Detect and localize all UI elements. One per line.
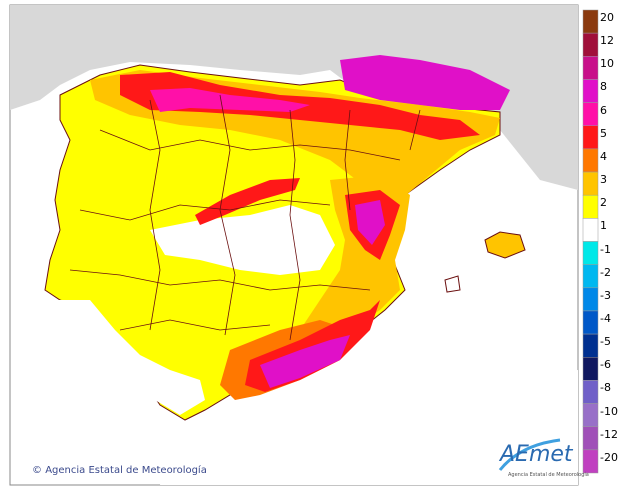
copyright-credit: © Agencia Estatal de Meteorología bbox=[32, 465, 207, 476]
legend-swatch bbox=[582, 194, 599, 219]
legend-swatch bbox=[582, 449, 599, 474]
zone-magenta-north bbox=[150, 88, 310, 112]
legend-label: -20 bbox=[600, 450, 618, 464]
france-land bbox=[10, 5, 578, 190]
legend-swatch bbox=[582, 357, 599, 381]
legend-swatch bbox=[582, 125, 599, 150]
africa-land bbox=[160, 370, 578, 485]
zone-magenta-south bbox=[260, 335, 350, 388]
aemet-logo bbox=[498, 438, 561, 471]
legend-swatch bbox=[582, 171, 599, 196]
legend-label: -2 bbox=[600, 265, 611, 279]
logo-swoosh bbox=[498, 438, 561, 471]
legend-swatch bbox=[582, 287, 599, 312]
zone-white-center bbox=[150, 205, 335, 275]
legend-swatch bbox=[582, 148, 599, 173]
legend-swatch bbox=[582, 102, 599, 126]
legend-swatch bbox=[582, 32, 599, 57]
legend-label: 10 bbox=[600, 57, 614, 71]
legend-color-scale bbox=[582, 9, 599, 474]
balearic-islands bbox=[484, 231, 526, 259]
legend-label: -4 bbox=[600, 311, 611, 325]
copyright-icon: © bbox=[32, 465, 42, 476]
legend-label: -8 bbox=[600, 381, 611, 395]
legend-swatch bbox=[582, 241, 599, 265]
legend-label: 1 bbox=[600, 219, 607, 233]
legend-label: 4 bbox=[600, 149, 607, 163]
logo-brand: AEmet bbox=[500, 442, 573, 467]
legend-swatch bbox=[582, 403, 599, 427]
legend-label: -12 bbox=[600, 427, 618, 441]
legend-label: -10 bbox=[600, 404, 618, 418]
legend-label: 8 bbox=[600, 80, 607, 94]
legend-swatch bbox=[582, 333, 599, 358]
legend-label: -6 bbox=[600, 358, 611, 372]
legend-swatch bbox=[582, 380, 599, 404]
legend-label: 3 bbox=[600, 173, 607, 187]
legend-label: 2 bbox=[600, 196, 607, 210]
legend-label: -5 bbox=[600, 335, 611, 349]
legend-swatch bbox=[582, 79, 599, 103]
logo-subtitle: Agencia Estatal de Meteorología bbox=[508, 472, 589, 478]
legend-swatch bbox=[582, 310, 599, 335]
zone-white-south bbox=[55, 300, 205, 415]
legend-label: -1 bbox=[600, 242, 611, 256]
legend-swatch bbox=[582, 426, 599, 451]
legend-label: 6 bbox=[600, 103, 607, 117]
credit-text: Agencia Estatal de Meteorología bbox=[45, 465, 207, 476]
province-borders bbox=[69, 94, 421, 341]
legend-label: 20 bbox=[600, 11, 614, 24]
zone-magenta-east bbox=[355, 200, 385, 245]
ibiza-island bbox=[444, 275, 461, 293]
zone-magenta-pyrenees bbox=[340, 55, 510, 110]
legend-label: -3 bbox=[600, 288, 611, 302]
legend-swatch bbox=[582, 264, 599, 289]
legend-swatch bbox=[582, 9, 599, 34]
legend-swatch bbox=[582, 56, 599, 80]
zone-red-center bbox=[195, 178, 300, 225]
legend-label: 5 bbox=[600, 126, 607, 140]
legend-swatch bbox=[582, 218, 599, 242]
legend-label: 12 bbox=[600, 34, 614, 48]
